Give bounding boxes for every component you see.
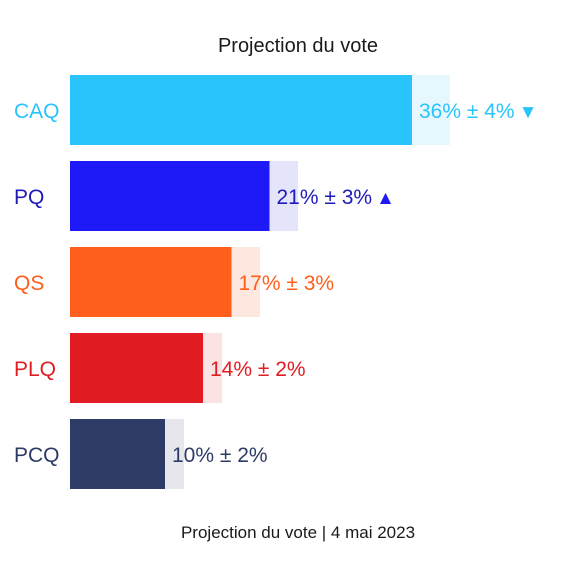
bars-group: CAQ 36% ± 4% ▼ PQ 21% ± 3% ▲ QS 17% ± 3% PLQ 14% … (14, 75, 537, 489)
bar-plq (70, 333, 203, 403)
value-label-pq: 21% ± 3% ▲ (277, 186, 395, 209)
bar-pcq (70, 419, 165, 489)
value-text-pq: 21% ± 3% (277, 186, 373, 209)
category-label-caq: CAQ (14, 100, 60, 123)
value-text-pcq: 10% ± 2% (172, 444, 268, 467)
trend-down-icon: ▼ (519, 102, 538, 123)
value-label-pcq: 10% ± 2% (172, 444, 268, 467)
bar-qs (70, 247, 232, 317)
chart-footer: Projection du vote | 4 mai 2023 (181, 523, 415, 542)
chart-title: Projection du vote (218, 35, 378, 57)
value-label-qs: 17% ± 3% (239, 272, 335, 295)
value-label-caq: 36% ± 4% ▼ (419, 100, 537, 123)
bar-caq (70, 75, 412, 145)
category-label-pcq: PCQ (14, 444, 60, 467)
bar-pq (70, 161, 270, 231)
value-text-plq: 14% ± 2% (210, 358, 306, 381)
category-label-pq: PQ (14, 186, 44, 209)
category-label-plq: PLQ (14, 358, 56, 381)
value-label-plq: 14% ± 2% (210, 358, 306, 381)
value-text-caq: 36% ± 4% (419, 100, 515, 123)
value-text-qs: 17% ± 3% (239, 272, 335, 295)
category-label-qs: QS (14, 272, 44, 295)
trend-up-icon: ▲ (376, 188, 395, 209)
